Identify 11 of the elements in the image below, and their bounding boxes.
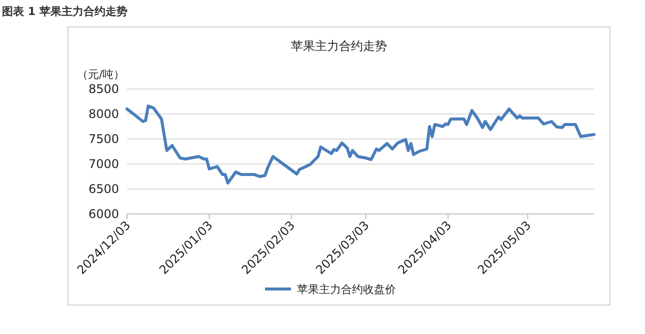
y-tick-label: 7500 [88, 132, 119, 146]
y-tick-label: 8500 [88, 82, 119, 96]
y-tick-label: 6500 [88, 182, 119, 196]
chart-title: 苹果主力合约走势 [291, 39, 387, 53]
y-tick-label: 6000 [88, 207, 119, 221]
y-axis-title: （元/吨） [77, 68, 125, 81]
text: 图表 1 苹果主力合约走势 [2, 5, 128, 18]
y-tick-label: 7000 [88, 157, 119, 171]
legend-label: 苹果主力合约收盘价 [297, 283, 396, 296]
line-series [126, 104, 596, 184]
y-tick-label: 8000 [88, 107, 119, 121]
